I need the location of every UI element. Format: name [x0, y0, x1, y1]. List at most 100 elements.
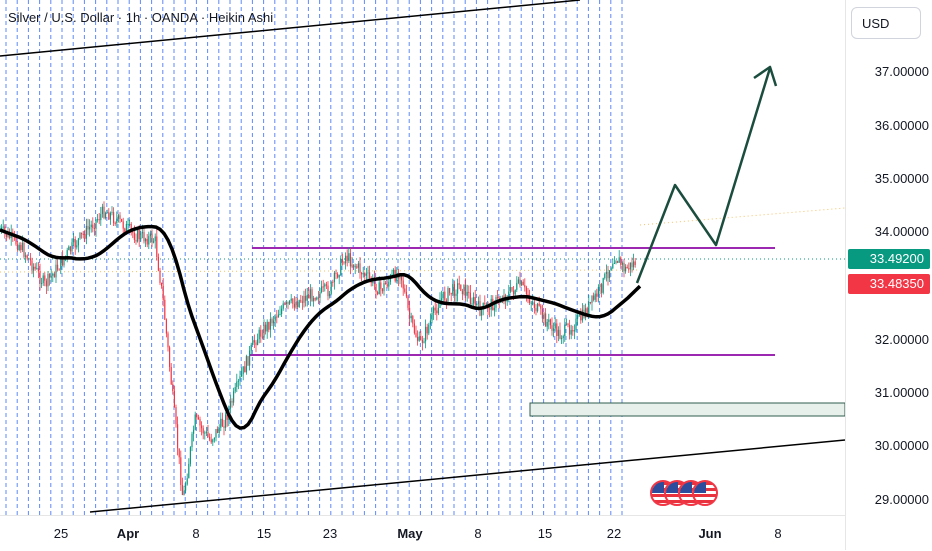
time-axis[interactable]: 25 Apr 8 15 23 May 8 15 22 Jun 8 [0, 515, 845, 551]
candle-body [415, 333, 417, 338]
candle-body [404, 288, 406, 292]
candle-body [330, 281, 332, 294]
time-label: 22 [606, 526, 622, 541]
candle-body [362, 273, 364, 275]
chart-title: Silver / U.S. Dollar · 1h · OANDA · Heik… [8, 10, 274, 25]
candle-body [188, 463, 190, 479]
time-label: 15 [256, 526, 272, 541]
candle-body [298, 300, 300, 307]
candle-body [84, 234, 86, 239]
candle-body [68, 246, 70, 251]
economic-events[interactable] [650, 480, 718, 510]
candle-body [242, 366, 244, 375]
candle-body [129, 223, 131, 225]
price-chart[interactable] [0, 0, 845, 515]
candle-body [234, 387, 236, 392]
candle-body [463, 284, 465, 295]
candle-body [485, 303, 487, 305]
candle-body [218, 427, 220, 434]
candle-body [340, 258, 342, 276]
candle-body [191, 433, 193, 448]
candle-body [292, 298, 294, 304]
candle-body [90, 224, 92, 228]
candle-body [306, 294, 308, 301]
candle-body [604, 273, 606, 279]
candle-body [447, 287, 449, 302]
candle-body [426, 326, 428, 334]
candle-body [111, 212, 113, 214]
candle-body [421, 339, 423, 343]
candle-body [205, 431, 207, 433]
candle-body [325, 284, 327, 286]
candle-body [599, 284, 601, 287]
candle-body [284, 303, 286, 305]
candle-body [601, 284, 603, 293]
candle-body [605, 271, 607, 274]
candle-body [177, 424, 179, 449]
candle-body [79, 232, 81, 239]
candle-body [553, 328, 555, 331]
candle-body [548, 319, 550, 322]
candle-body [42, 275, 44, 284]
candle-body [537, 303, 539, 312]
candle-body [21, 242, 23, 251]
candle-body [567, 323, 569, 326]
candle-body [431, 312, 433, 321]
heikin-ashi-candles [0, 201, 636, 496]
candle-body [138, 229, 140, 240]
projection-dotted-line [639, 207, 845, 226]
candle-body [266, 321, 268, 332]
candle-body [428, 324, 430, 334]
current-price-tag: 33.49200 [848, 249, 930, 269]
candle-body [409, 307, 411, 319]
projection-path[interactable] [635, 67, 772, 284]
candle-body [335, 272, 337, 274]
candle-body [386, 284, 388, 287]
candle-body [484, 302, 486, 305]
candle-body [322, 286, 324, 288]
candle-body [245, 356, 247, 373]
candle-body [57, 264, 59, 270]
candle-body [532, 302, 534, 304]
candle-body [501, 301, 503, 303]
candle-body [471, 303, 473, 305]
currency-button[interactable]: USD [851, 7, 921, 39]
candle-body [442, 291, 444, 299]
candle-body [229, 400, 231, 409]
candle-body [37, 268, 39, 272]
upper-trendline[interactable] [0, 0, 581, 57]
candle-body [333, 272, 335, 283]
lower-trendline[interactable] [89, 439, 845, 513]
candle-body [82, 233, 84, 235]
candle-body [137, 229, 139, 242]
candle-body [580, 315, 582, 321]
candle-body [244, 366, 246, 373]
candle-body [135, 239, 137, 242]
candle-body [58, 269, 60, 271]
candle-body [402, 280, 404, 289]
candle-body [281, 308, 283, 315]
chart-area[interactable]: Silver / U.S. Dollar · 1h · OANDA · Heik… [0, 0, 845, 515]
candle-body [497, 297, 499, 299]
candle-body [457, 283, 459, 294]
candle-body [569, 325, 571, 335]
candle-body [341, 258, 343, 263]
candle-body [149, 233, 151, 237]
candle-body [530, 302, 532, 304]
candle-body [185, 484, 187, 491]
candle-body [116, 218, 118, 224]
candle-body [282, 303, 284, 309]
us-flag-icon[interactable] [692, 480, 718, 506]
candle-body [625, 266, 627, 272]
demand-zone-rectangle[interactable] [529, 402, 845, 417]
candle-body [71, 242, 73, 252]
candle-body [461, 290, 463, 295]
candle-body [121, 219, 123, 222]
price-label: 29.00000 [874, 492, 929, 507]
price-axis[interactable]: USD 37.00000 36.00000 35.00000 34.00000 … [845, 0, 932, 550]
candle-body [359, 263, 361, 273]
candle-body [634, 261, 636, 265]
candle-body [458, 283, 460, 285]
candle-body [356, 266, 358, 268]
price-label: 36.00000 [874, 118, 929, 133]
